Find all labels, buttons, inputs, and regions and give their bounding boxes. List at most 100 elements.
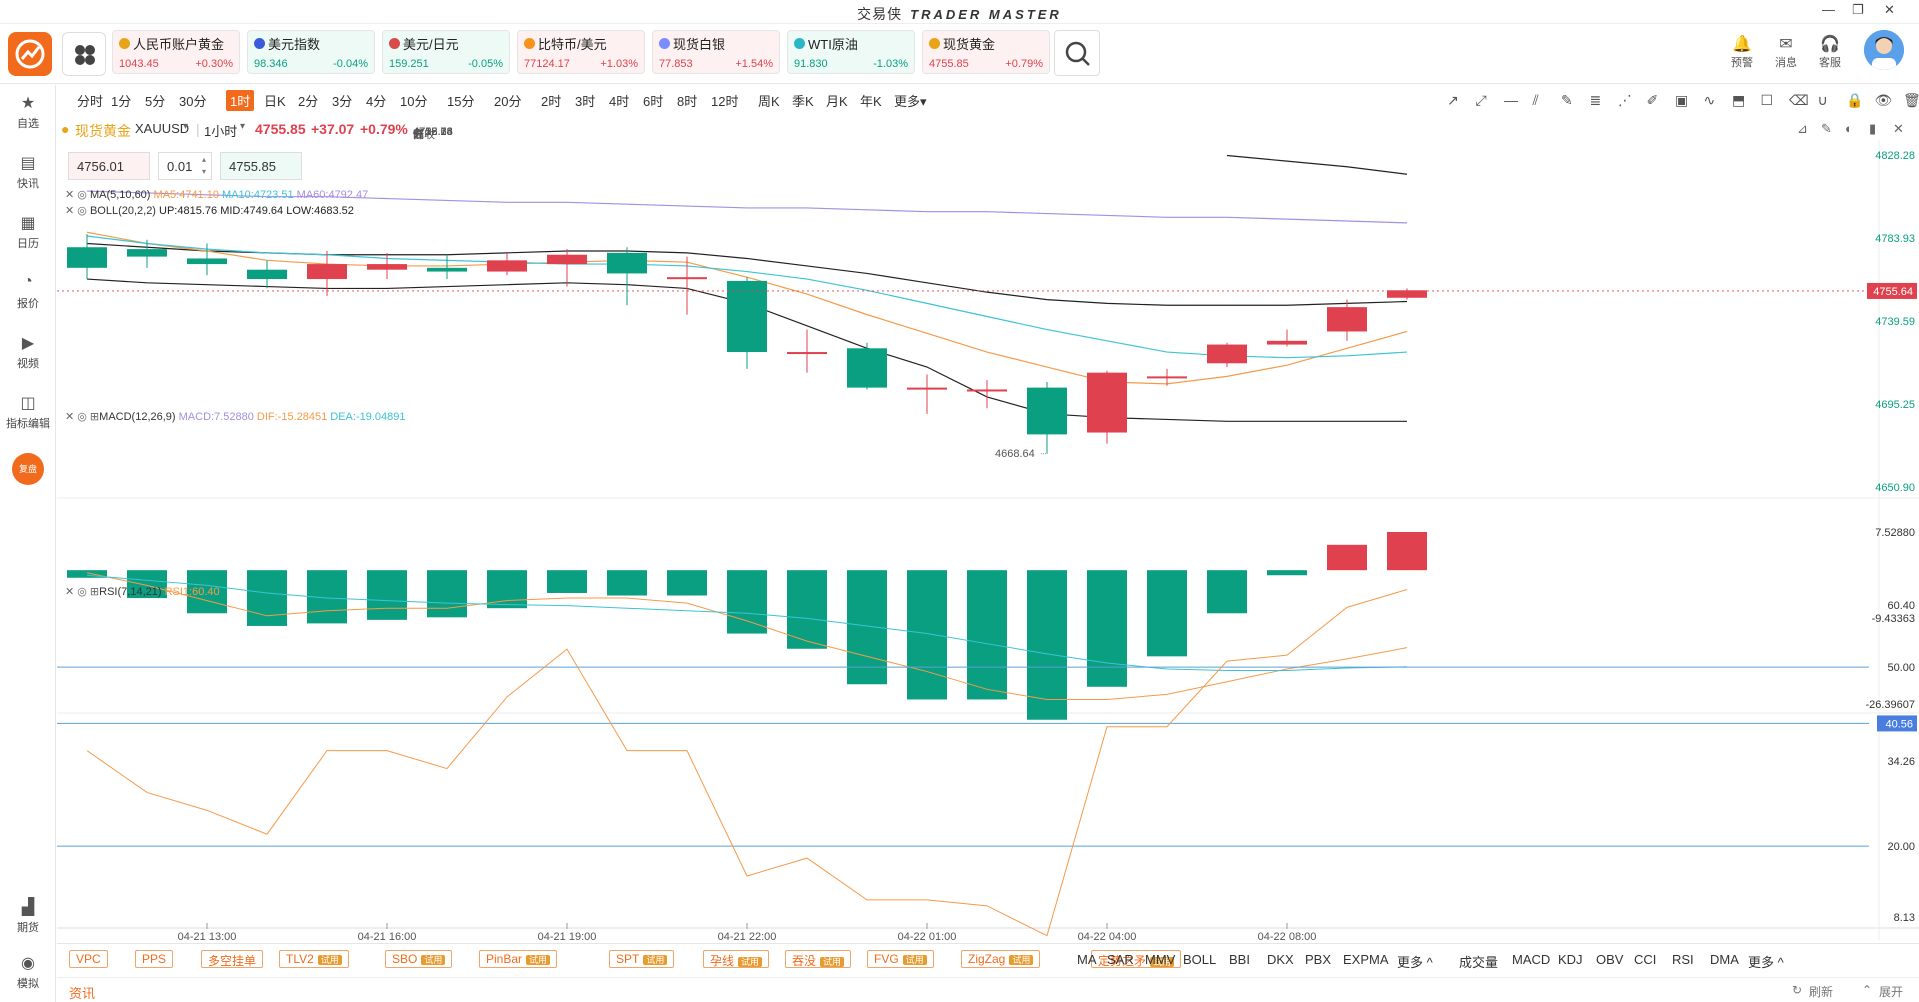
refresh-button[interactable]: 刷新 — [1809, 985, 1834, 999]
tag-VPC[interactable]: VPC — [69, 950, 108, 968]
main-indicator-更多 ^[interactable]: 更多 ^ — [1397, 955, 1433, 970]
shape-icon[interactable]: ⬒ — [1732, 92, 1746, 108]
period-更多▾[interactable]: 更多▾ — [894, 94, 927, 109]
symbol-dropdown-icon[interactable]: ▾ — [183, 121, 189, 132]
minimize-icon[interactable]: — — [1822, 2, 1835, 17]
candle-body[interactable] — [1207, 344, 1247, 364]
candle-body[interactable] — [907, 387, 947, 390]
ray-icon[interactable]: ⤢ — [1475, 92, 1487, 108]
lot-stepper[interactable]: ▴ ▾ — [202, 155, 207, 176]
tag-TLV2[interactable]: TLV2 试用 — [279, 950, 349, 968]
candle-body[interactable] — [427, 267, 467, 272]
main-indicator-DKX[interactable]: DKX — [1267, 952, 1294, 967]
chart-toggle-icon[interactable]: ◐ — [1845, 121, 1853, 136]
sidebar-item[interactable]: ◉ 模拟 — [0, 953, 56, 991]
sub-indicator-KDJ[interactable]: KDJ — [1558, 952, 1583, 967]
lot-input[interactable]: 0.01 — [158, 152, 212, 180]
tag-多空挂单[interactable]: 多空挂单 — [201, 950, 264, 968]
sidebar-item[interactable]: ◔ 报价 — [0, 273, 56, 311]
main-indicator-BBI[interactable]: BBI — [1229, 952, 1250, 967]
period-年K[interactable]: 年K — [860, 94, 882, 109]
period-月K[interactable]: 月K — [826, 94, 848, 109]
tag-FVG[interactable]: FVG 试用 — [867, 950, 934, 968]
interval-dropdown-icon[interactable]: ▾ — [240, 121, 246, 132]
quote-card[interactable]: 人民币账户黄金 1043.45 +0.30% — [112, 30, 240, 74]
candle-body[interactable] — [1087, 372, 1127, 433]
apps-grid-button[interactable] — [62, 32, 106, 76]
eraser-icon[interactable]: ⌫ — [1789, 92, 1809, 108]
period-15分[interactable]: 15分 — [447, 94, 475, 109]
period-30分[interactable]: 30分 — [179, 94, 207, 109]
period-3时[interactable]: 3时 — [575, 94, 596, 109]
pen-icon[interactable]: ✎ — [1561, 92, 1573, 108]
period-4时[interactable]: 4时 — [609, 94, 630, 109]
tag-PPS[interactable]: PPS — [135, 950, 174, 968]
candle-body[interactable] — [847, 348, 887, 388]
image-icon[interactable]: ▣ — [1675, 92, 1689, 108]
main-indicator-SAR[interactable]: SAR — [1107, 952, 1134, 967]
period-1时[interactable]: 1时 — [226, 90, 255, 111]
interval-select[interactable]: 1小时 — [204, 124, 238, 139]
expand-icon[interactable]: ⌃ — [1862, 983, 1873, 997]
parallel-channel-icon[interactable]: ⫽ — [1532, 92, 1539, 108]
sidebar-item[interactable]: ▤ 快讯 — [0, 153, 56, 191]
candle-body[interactable] — [1267, 340, 1307, 345]
tag-定势之矛[interactable]: 定势之矛 试用 — [1091, 950, 1182, 968]
chart-candle-icon[interactable]: ▮ — [1869, 121, 1877, 136]
sub-indicator-成交量[interactable]: 成交量 — [1459, 955, 1499, 970]
horizontal-line-icon[interactable]: — — [1504, 92, 1518, 108]
candle-body[interactable] — [487, 260, 527, 272]
quote-card[interactable]: 美元指数 98.346 -0.04% — [247, 30, 375, 74]
sidebar-item[interactable]: 复盘 — [0, 453, 56, 485]
main-indicator-PBX[interactable]: PBX — [1305, 952, 1332, 967]
tag-孕线[interactable]: 孕线 试用 — [703, 950, 770, 968]
tag-ZigZag[interactable]: ZigZag 试用 — [961, 950, 1041, 968]
chart-layout-icon[interactable]: ⊿ — [1797, 121, 1808, 136]
candle-body[interactable] — [247, 269, 287, 280]
fan-icon[interactable]: ⋰ — [1618, 92, 1632, 108]
lock-icon[interactable]: 🔒 — [1846, 92, 1864, 108]
candle-body[interactable] — [787, 352, 827, 355]
sub-indicator-OBV[interactable]: OBV — [1596, 952, 1624, 967]
quote-card[interactable]: WTI原油 91.830 -1.03% — [787, 30, 915, 74]
tag-SBO[interactable]: SBO 试用 — [385, 950, 453, 968]
chart-close-icon[interactable]: ✕ — [1893, 121, 1904, 136]
quote-card[interactable]: 美元/日元 159.251 -0.05% — [382, 30, 510, 74]
period-周K[interactable]: 周K — [758, 94, 780, 109]
trend-line-icon[interactable]: ↗ — [1447, 92, 1459, 108]
period-4分[interactable]: 4分 — [366, 94, 387, 109]
candle-body[interactable] — [727, 280, 767, 353]
refresh-icon[interactable]: ↻ — [1792, 983, 1803, 997]
tag-SPT[interactable]: SPT 试用 — [609, 950, 675, 968]
main-indicator-BOLL[interactable]: BOLL — [1183, 952, 1217, 967]
note-icon[interactable]: ☐ — [1760, 92, 1774, 108]
sidebar-item[interactable]: ▟ 期货 — [0, 897, 56, 935]
period-1分[interactable]: 1分 — [111, 94, 132, 109]
period-10分[interactable]: 10分 — [400, 94, 428, 109]
sidebar-item[interactable]: ★ 自选 — [0, 93, 56, 131]
quote-card[interactable]: 现货黄金 4755.85 +0.79% — [922, 30, 1050, 74]
sub-indicator-DMA[interactable]: DMA — [1710, 952, 1739, 967]
candle-body[interactable] — [127, 249, 167, 257]
candle-body[interactable] — [1027, 387, 1067, 435]
period-12时[interactable]: 12时 — [711, 94, 739, 109]
magnet-icon[interactable]: ∪ — [1817, 92, 1828, 108]
chart-area[interactable]: 4828.28 4783.93 4739.59 4695.25 4650.90 4668.… — [57, 140, 1919, 940]
sub-indicator-RSI[interactable]: RSI — [1672, 952, 1694, 967]
period-分时[interactable]: 分时 — [77, 94, 104, 109]
main-indicator-MA[interactable]: MA — [1077, 952, 1097, 967]
tag-吞没[interactable]: 吞没 试用 — [785, 950, 852, 968]
restore-icon[interactable]: ❐ — [1852, 2, 1864, 17]
tag-PinBar[interactable]: PinBar 试用 — [479, 950, 558, 968]
candle-body[interactable] — [547, 254, 587, 265]
candle-body[interactable] — [187, 258, 227, 265]
main-indicator-MMV[interactable]: MMV — [1145, 952, 1176, 967]
period-日K[interactable]: 日K — [264, 94, 286, 109]
candle-body[interactable] — [1387, 290, 1427, 298]
candle-body[interactable] — [367, 264, 407, 270]
news-label[interactable]: 资讯 — [69, 986, 96, 1001]
search-button[interactable] — [1054, 30, 1100, 76]
candle-body[interactable] — [967, 389, 1007, 392]
close-icon[interactable]: ✕ — [1884, 2, 1895, 17]
candle-body[interactable] — [1327, 307, 1367, 332]
